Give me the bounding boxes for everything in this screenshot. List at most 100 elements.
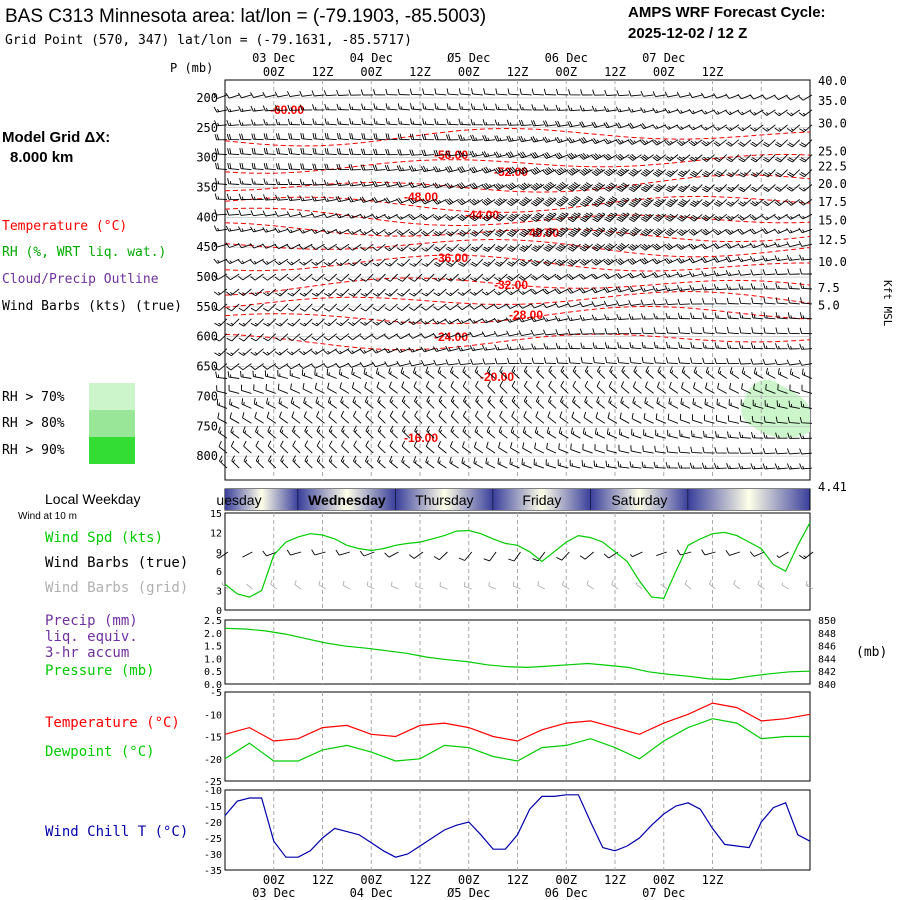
upper-wind-barb — [278, 397, 289, 409]
upper-wind-barb — [241, 398, 252, 409]
upper-wind-barb — [225, 273, 240, 281]
upper-wind-barb — [470, 103, 483, 111]
upper-wind-barb — [298, 211, 313, 218]
surface-wind-barb — [335, 549, 351, 556]
upper-wind-barb — [469, 345, 483, 351]
upper-wind-barb — [689, 213, 703, 222]
upper-wind-barb — [432, 198, 447, 205]
surface-wind-barb — [384, 551, 399, 558]
upper-wind-barb — [249, 243, 264, 249]
upper-wind-barb — [213, 225, 228, 232]
upper-wind-barb — [311, 318, 325, 327]
weekday-label: Wednesday — [308, 492, 386, 508]
upper-wind-barb — [226, 209, 240, 216]
upper-wind-barb — [396, 197, 410, 204]
upper-wind-barb — [615, 153, 630, 161]
upper-wind-barb — [579, 136, 593, 144]
upper-wind-barb — [534, 426, 545, 439]
upper-wind-barb — [579, 314, 593, 321]
upper-wind-barb — [557, 459, 569, 469]
upper-wind-barb — [535, 395, 545, 409]
upper-wind-barb — [570, 427, 581, 439]
upper-wind-barb — [483, 88, 496, 96]
upper-wind-barb — [275, 288, 289, 297]
top-date-label: 07 Dec — [642, 51, 685, 65]
upper-wind-barb — [518, 273, 532, 281]
upper-wind-barb — [702, 312, 715, 320]
upper-wind-barb — [750, 283, 764, 290]
upper-wind-barb — [384, 258, 398, 267]
upper-wind-barb — [372, 303, 386, 312]
upper-wind-barb — [348, 148, 362, 156]
upper-wind-barb — [640, 107, 654, 113]
upper-wind-barb — [487, 380, 496, 394]
upper-wind-barb — [215, 162, 228, 171]
upper-wind-barb — [251, 162, 264, 171]
upper-wind-barb — [335, 243, 350, 251]
upper-wind-barb — [409, 133, 423, 141]
sounding-panel: -60.00-56.00-52.00-48.00-44.00-40.00-36.… — [170, 61, 894, 494]
height-tick-label: 5.0 — [818, 299, 840, 313]
upper-wind-barb — [763, 297, 776, 305]
upper-wind-barb — [323, 179, 337, 186]
upper-wind-barb — [445, 359, 459, 366]
upper-wind-barb — [372, 318, 386, 326]
upper-wind-barb — [518, 151, 532, 159]
upper-wind-barb — [388, 367, 398, 379]
upper-wind-barb — [750, 139, 764, 147]
upper-wind-barb — [591, 121, 605, 128]
upper-wind-barb — [486, 426, 496, 439]
upper-wind-barb — [299, 104, 313, 111]
upper-wind-barb — [787, 139, 801, 148]
upper-wind-barb — [215, 371, 228, 379]
upper-wind-barb — [603, 121, 618, 129]
sounding-axis-labels: 200 250 300 350 400 450 500 550 600 650 700 750 800 4… — [196, 74, 847, 494]
upper-wind-barb — [522, 426, 532, 439]
upper-wind-barb — [250, 226, 264, 233]
upper-wind-barb — [310, 243, 325, 250]
upper-wind-barb — [579, 212, 593, 223]
upper-wind-barb — [238, 333, 252, 342]
upper-wind-barb — [679, 413, 691, 424]
upper-wind-barb — [347, 333, 362, 341]
upper-wind-barb — [554, 152, 569, 160]
sounding-legend: Temperature (°C) RH (%, WRT liq. wat.) C… — [2, 219, 182, 464]
upper-wind-barb — [620, 381, 630, 394]
upper-wind-barb — [591, 314, 605, 321]
upper-wind-barb — [363, 367, 374, 379]
upper-wind-barb — [226, 333, 240, 342]
upper-wind-barb — [438, 410, 447, 424]
upper-wind-barb — [213, 93, 228, 99]
upper-wind-barb — [715, 431, 727, 439]
y-tick-label-right: 842 — [818, 667, 836, 678]
upper-wind-barb — [279, 425, 289, 439]
temperature-contour — [224, 222, 811, 243]
upper-wind-barb — [704, 398, 715, 409]
upper-wind-barb — [592, 227, 606, 237]
upper-wind-barb — [676, 271, 691, 278]
upper-wind-barb — [493, 183, 508, 190]
upper-wind-barb — [396, 165, 410, 172]
upper-wind-barb — [523, 380, 533, 394]
upper-wind-barb — [389, 396, 398, 409]
upper-wind-barb — [534, 442, 545, 454]
upper-wind-barb — [461, 441, 472, 454]
upper-wind-barb — [531, 357, 544, 365]
upper-wind-barb — [558, 443, 569, 454]
upper-wind-barb — [335, 180, 349, 187]
upper-wind-barb — [604, 182, 618, 192]
upper-wind-barb — [631, 412, 642, 424]
upper-wind-barb — [421, 133, 435, 141]
upper-wind-barb — [324, 103, 337, 111]
windchill-line — [224, 794, 811, 858]
upper-wind-barb — [263, 119, 276, 126]
upper-wind-barb — [214, 120, 228, 127]
upper-wind-barb — [324, 148, 337, 156]
upper-wind-barb — [714, 447, 727, 454]
upper-wind-barb — [349, 133, 362, 141]
upper-wind-barb — [360, 89, 374, 96]
upper-wind-barb — [594, 444, 605, 454]
upper-wind-barb — [420, 213, 435, 221]
height-tick-label: 17.5 — [818, 195, 847, 209]
weekday-cells: uesday Wednesday Thursday Friday Saturday — [216, 488, 811, 511]
